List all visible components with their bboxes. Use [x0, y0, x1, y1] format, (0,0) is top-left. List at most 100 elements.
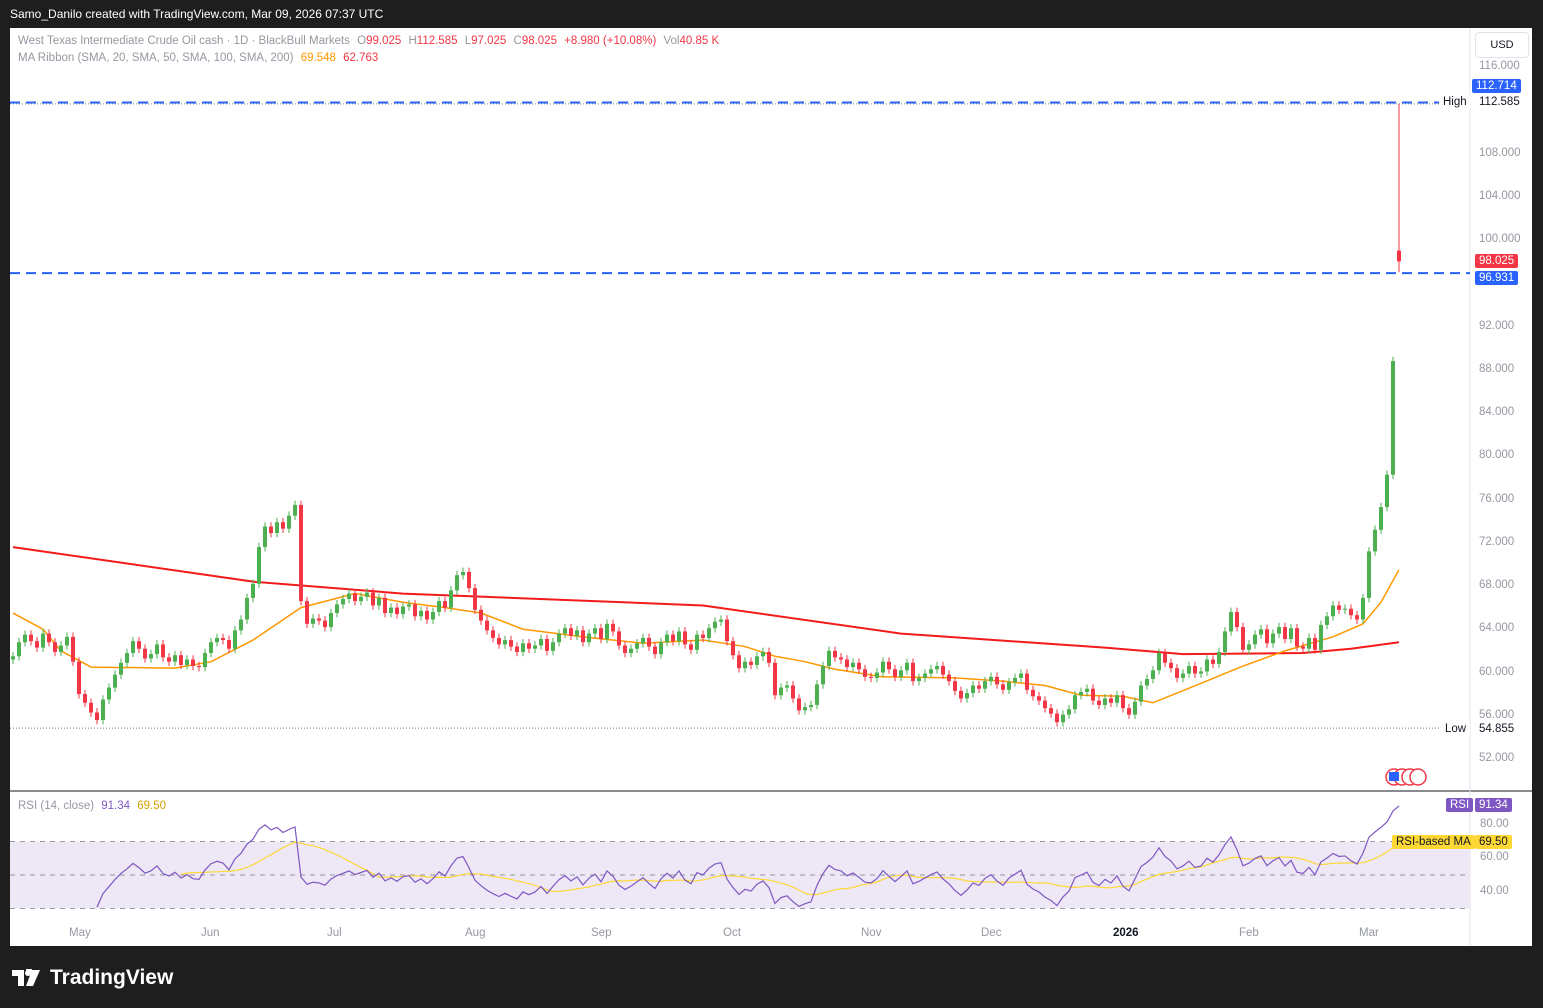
tradingview-logo[interactable]: TradingView [12, 966, 173, 990]
candle [1205, 655, 1209, 676]
candle-body [1397, 250, 1401, 262]
candle-body [1361, 597, 1365, 620]
candle [929, 664, 933, 678]
candle [521, 638, 525, 657]
rsi-tick: 60.00 [1480, 851, 1509, 864]
candle [251, 579, 255, 603]
time-tick: Sep [591, 927, 612, 939]
candle-body [917, 677, 921, 682]
candle [1301, 642, 1305, 654]
candle [305, 596, 309, 629]
chart-panel[interactable] [10, 28, 1532, 946]
candle-body [1169, 662, 1173, 669]
candle [1139, 681, 1143, 707]
candle [1049, 703, 1053, 718]
time-tick: Nov [861, 927, 882, 939]
candle-body [317, 618, 321, 621]
candle [905, 658, 909, 675]
candle [761, 647, 765, 661]
candle [59, 641, 63, 657]
events-flag-icon[interactable] [1384, 767, 1434, 787]
candle-body [275, 522, 279, 534]
candle [41, 629, 45, 652]
currency-button[interactable]: USD [1475, 32, 1529, 58]
vol-label: Vol [663, 35, 680, 47]
candle [461, 567, 465, 580]
rsi-title[interactable]: RSI (14, close) [18, 800, 95, 812]
candle-body [533, 645, 537, 649]
candle-body [473, 588, 477, 610]
time-tick: 2026 [1113, 927, 1139, 939]
candle [629, 644, 633, 658]
candle [1007, 677, 1011, 695]
candle [191, 655, 195, 671]
candle-body [599, 628, 603, 639]
candle [587, 629, 591, 647]
time-tick: Dec [981, 927, 1002, 939]
candle-body [239, 619, 243, 631]
candle [899, 666, 903, 682]
candle [269, 522, 273, 538]
candle [941, 661, 945, 679]
candle [605, 619, 609, 644]
symbol-title[interactable]: West Texas Intermediate Crude Oil cash ·… [18, 35, 350, 47]
candle [383, 593, 387, 618]
price-tick: 104.000 [1479, 189, 1521, 202]
candle-body [617, 631, 621, 646]
candle [803, 702, 807, 715]
last-price-tag: 98.025 [1475, 254, 1519, 268]
candle-body [233, 630, 237, 649]
candle-body [17, 642, 21, 657]
candle [473, 583, 477, 615]
ma-title[interactable]: MA Ribbon (SMA, 20, SMA, 50, SMA, 100, S… [18, 52, 294, 64]
candle [23, 630, 27, 647]
candle-body [797, 698, 801, 711]
candle [287, 511, 291, 534]
tradingview-logo-icon [12, 969, 40, 986]
candle [425, 606, 429, 624]
candle-body [203, 653, 207, 668]
candle [203, 648, 207, 672]
time-tick: May [69, 927, 91, 939]
candle-body [1307, 637, 1311, 649]
candle [731, 636, 735, 660]
candle [1019, 669, 1023, 683]
candle-body [605, 623, 609, 639]
candle [1157, 648, 1161, 675]
candle-body [887, 661, 891, 670]
candle [431, 607, 435, 624]
candle [185, 655, 189, 670]
candle [1001, 680, 1005, 695]
candle-body [959, 690, 963, 699]
candle-body [479, 609, 483, 621]
candle-body [1289, 628, 1293, 639]
candle-body [89, 702, 93, 713]
candle-body [755, 656, 759, 665]
candle [221, 633, 225, 645]
candle-body [1283, 627, 1287, 639]
candle-body [1013, 677, 1017, 683]
high-label: High [1439, 95, 1471, 109]
candle [491, 626, 495, 643]
candle [725, 615, 729, 646]
candle-body [107, 687, 111, 700]
candle-body [23, 634, 27, 643]
candle-body [893, 669, 897, 677]
candle [77, 657, 81, 699]
candle-body [125, 653, 129, 663]
candle-body [215, 637, 219, 643]
candle [1199, 667, 1203, 678]
candle-body [11, 656, 15, 660]
candle-body [1061, 714, 1065, 723]
candle-body [743, 661, 747, 669]
candle [137, 636, 141, 654]
candle-body [863, 669, 867, 677]
candle-body [131, 641, 135, 654]
candle [1391, 356, 1395, 479]
candle [1055, 709, 1059, 727]
candle [749, 657, 753, 670]
candle-body [209, 642, 213, 654]
candle-body [725, 619, 729, 642]
candle-body [1091, 688, 1095, 701]
